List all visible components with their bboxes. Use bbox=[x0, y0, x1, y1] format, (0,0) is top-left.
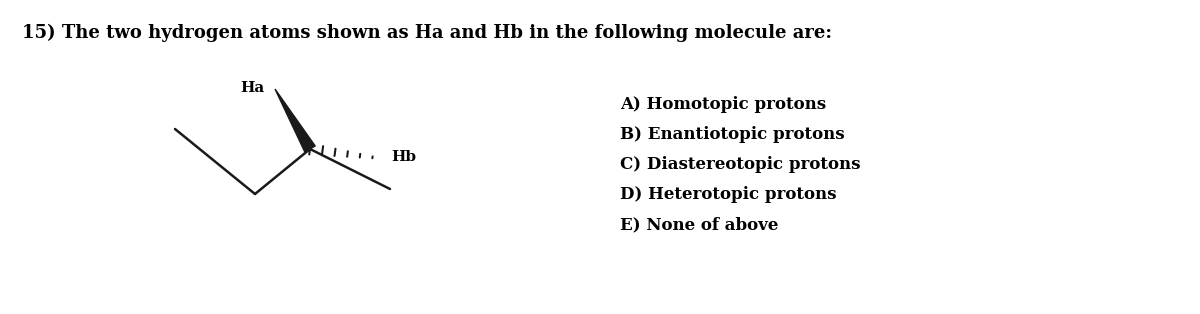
Polygon shape bbox=[275, 89, 316, 152]
Text: A) Homotopic protons: A) Homotopic protons bbox=[620, 96, 826, 113]
Text: E) None of above: E) None of above bbox=[620, 216, 779, 233]
Text: 15) The two hydrogen atoms shown as Ha and Hb in the following molecule are:: 15) The two hydrogen atoms shown as Ha a… bbox=[22, 24, 832, 42]
Text: Hb: Hb bbox=[391, 150, 416, 164]
Text: Ha: Ha bbox=[241, 81, 265, 95]
Text: C) Diastereotopic protons: C) Diastereotopic protons bbox=[620, 156, 860, 173]
Text: D) Heterotopic protons: D) Heterotopic protons bbox=[620, 186, 836, 203]
Text: B) Enantiotopic protons: B) Enantiotopic protons bbox=[620, 126, 845, 143]
